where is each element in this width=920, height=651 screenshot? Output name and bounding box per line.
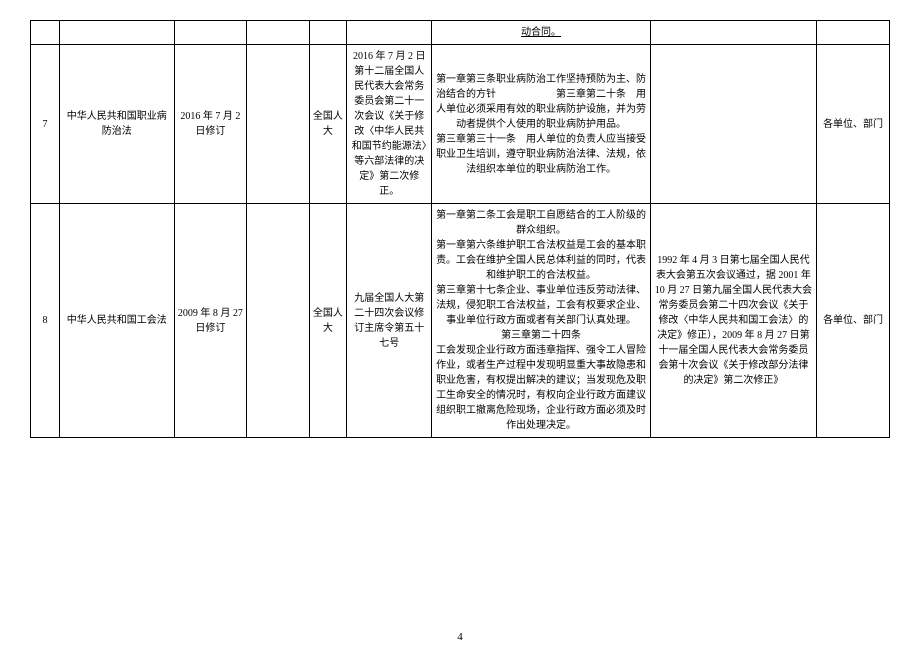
cell [60,21,174,45]
cell [31,21,60,45]
page-number: 4 [0,631,920,643]
cell-authority: 全国人大 [309,204,346,438]
table-row-7: 7 中华人民共和国职业病防治法 2016 年 7 月 2 日修订 全国人大 20… [31,45,890,204]
cell-title: 中华人民共和国职业病防治法 [60,45,174,204]
cell-date: 2016 年 7 月 2 日修订 [174,45,247,204]
page-container: 动合同。 7 中华人民共和国职业病防治法 2016 年 7 月 2 日修订 全国… [0,0,920,651]
cell [347,21,432,45]
cell-authority: 全国人大 [309,45,346,204]
main-table: 动合同。 7 中华人民共和国职业病防治法 2016 年 7 月 2 日修订 全国… [30,20,890,438]
cell-excerpt: 动合同。 [432,21,650,45]
table-row-8: 8 中华人民共和国工会法 2009 年 8 月 27 日修订 全国人大 九届全国… [31,204,890,438]
table-row-top: 动合同。 [31,21,890,45]
cell [309,21,346,45]
cell [247,21,309,45]
cell-scope: 各单位、部门 [817,45,890,204]
cell-date: 2009 年 8 月 27 日修订 [174,204,247,438]
underlined-text: 动合同。 [521,27,561,38]
cell-source: 2016 年 7 月 2 日第十二届全国人民代表大会常务委员会第二十一次会议《关… [347,45,432,204]
cell-index: 7 [31,45,60,204]
cell-excerpt: 第一章第二条工会是职工自愿结合的工人阶级的群众组织。 第一章第六条维护职工合法权… [432,204,650,438]
cell [650,21,816,45]
cell-scope: 各单位、部门 [817,204,890,438]
cell [174,21,247,45]
cell-index: 8 [31,204,60,438]
cell [247,45,309,204]
cell-note [650,45,816,204]
cell-source: 九届全国人大第二十四次会议修订主席令第五十七号 [347,204,432,438]
cell-note: 1992 年 4 月 3 日第七届全国人民代表大会第五次会议通过，据 2001 … [650,204,816,438]
cell [817,21,890,45]
cell-excerpt: 第一章第三条职业病防治工作坚持预防为主、防治结合的方针 第三章第二十条 用人单位… [432,45,650,204]
cell-title: 中华人民共和国工会法 [60,204,174,438]
cell [247,204,309,438]
